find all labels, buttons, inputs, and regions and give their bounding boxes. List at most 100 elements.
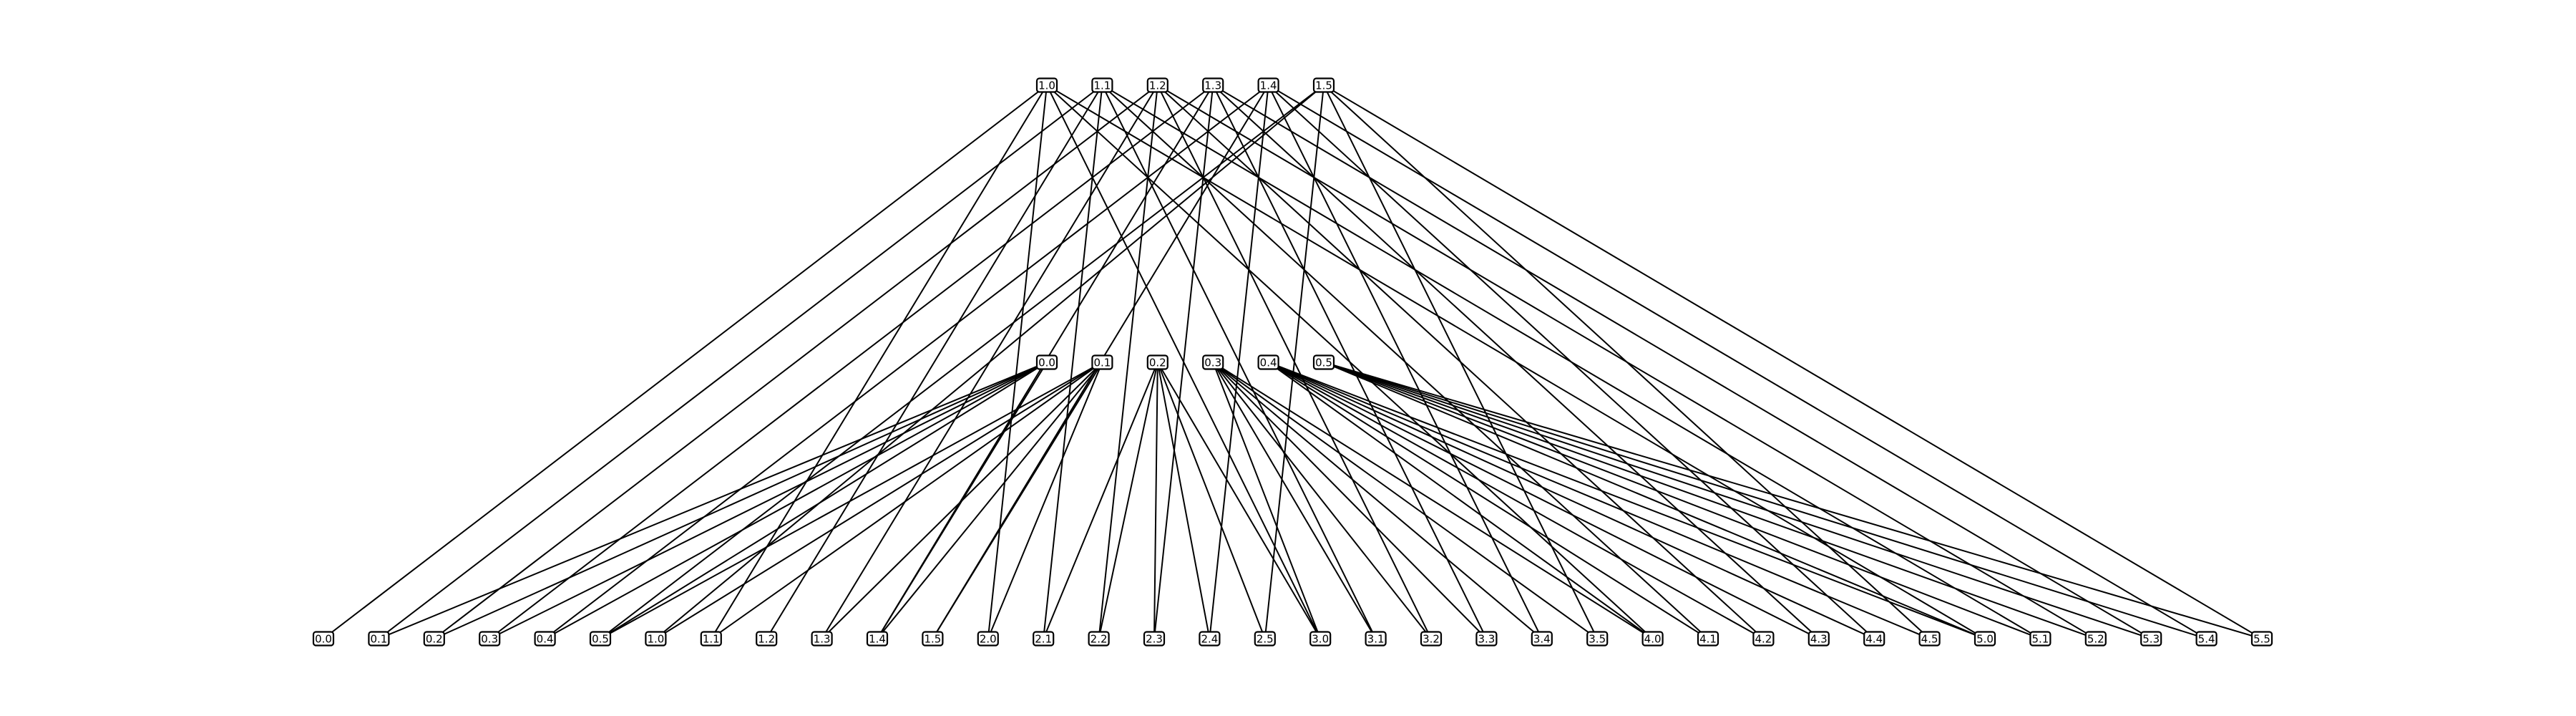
node-bottom: 2.3 bbox=[1143, 631, 1166, 647]
node-box bbox=[1035, 77, 1058, 93]
node-box bbox=[1974, 631, 1996, 647]
node-label: 2.2 bbox=[1091, 633, 1108, 646]
node-label: 1.4 bbox=[1260, 79, 1277, 92]
node-label: 1.5 bbox=[924, 633, 941, 646]
node-box bbox=[1202, 77, 1224, 93]
node-label: 4.5 bbox=[1921, 633, 1938, 646]
node-box bbox=[1091, 77, 1113, 93]
node-group: 1.0 1.1 1.2 1.3 1.4 1.5 0.0 0.1 0.2 0.3 0.4 0.5 0.0 0… bbox=[312, 77, 2273, 647]
node-box bbox=[1918, 631, 1941, 647]
edge bbox=[434, 362, 1048, 639]
node-box bbox=[1312, 77, 1335, 93]
node-bottom: 2.2 bbox=[1088, 631, 1110, 647]
node-bottom: 0.4 bbox=[534, 631, 556, 647]
node-label: 0.2 bbox=[1149, 357, 1166, 369]
node-label: 2.1 bbox=[1035, 633, 1052, 646]
node-label: 0.1 bbox=[1093, 357, 1111, 369]
node-label: 5.0 bbox=[1976, 633, 1994, 646]
node-label: 0.5 bbox=[1315, 357, 1332, 369]
node-bottom: 1.3 bbox=[811, 631, 833, 647]
node-bottom: 4.0 bbox=[1641, 631, 1664, 647]
node-box bbox=[1365, 631, 1387, 647]
node-middle: 0.0 bbox=[1035, 354, 1058, 370]
edge bbox=[1212, 362, 1432, 639]
edge bbox=[711, 362, 1103, 639]
node-label: 4.1 bbox=[1699, 633, 1717, 646]
edge bbox=[1212, 362, 1488, 639]
node-box bbox=[589, 631, 612, 647]
node-bottom: 3.0 bbox=[1309, 631, 1332, 647]
edge bbox=[1268, 362, 1764, 639]
edge bbox=[378, 84, 1103, 639]
node-label: 0.0 bbox=[1038, 357, 1055, 369]
edge bbox=[489, 84, 1214, 639]
node-box bbox=[534, 631, 556, 647]
edge bbox=[544, 84, 1269, 639]
edge bbox=[1323, 362, 2041, 639]
node-top: 1.0 bbox=[1035, 77, 1058, 93]
node-box bbox=[1088, 631, 1110, 647]
node-bottom: 5.1 bbox=[2029, 631, 2051, 647]
edge bbox=[1323, 84, 1931, 639]
node-box bbox=[1143, 631, 1166, 647]
node-box bbox=[479, 631, 501, 647]
node-label: 1.5 bbox=[1315, 79, 1332, 92]
edge bbox=[1323, 362, 2207, 639]
node-bottom: 5.3 bbox=[2140, 631, 2162, 647]
edge bbox=[600, 362, 1103, 639]
edge bbox=[600, 362, 1048, 639]
edge bbox=[1212, 84, 2152, 639]
edge bbox=[434, 84, 1158, 639]
node-label: 0.4 bbox=[1260, 357, 1277, 369]
node-box bbox=[1146, 354, 1169, 370]
node-top: 1.5 bbox=[1312, 77, 1335, 93]
node-box bbox=[1312, 354, 1335, 370]
node-box bbox=[1475, 631, 1498, 647]
edge bbox=[489, 362, 1048, 639]
node-label: 5.3 bbox=[2142, 633, 2160, 646]
node-label: 0.5 bbox=[592, 633, 609, 646]
node-bottom: 0.2 bbox=[423, 631, 445, 647]
node-bottom: 0.5 bbox=[589, 631, 612, 647]
node-label: 1.4 bbox=[869, 633, 886, 646]
edge bbox=[1323, 362, 2152, 639]
node-label: 4.0 bbox=[1644, 633, 1662, 646]
node-label: 0.4 bbox=[537, 633, 554, 646]
edge bbox=[655, 362, 1103, 639]
node-label: 0.3 bbox=[481, 633, 498, 646]
node-box bbox=[1033, 631, 1055, 647]
node-box bbox=[756, 631, 778, 647]
node-bottom: 4.3 bbox=[1807, 631, 1830, 647]
node-label: 1.2 bbox=[758, 633, 775, 646]
node-box bbox=[1309, 631, 1332, 647]
node-label: 3.2 bbox=[1423, 633, 1440, 646]
node-middle: 0.3 bbox=[1202, 354, 1224, 370]
node-box bbox=[1531, 631, 1553, 647]
node-box bbox=[368, 631, 390, 647]
edge bbox=[1323, 362, 2263, 639]
edge bbox=[1268, 84, 2207, 639]
node-bottom: 0.0 bbox=[312, 631, 335, 647]
node-label: 0.2 bbox=[426, 633, 443, 646]
node-box bbox=[1199, 631, 1221, 647]
node-box bbox=[1254, 631, 1276, 647]
node-box bbox=[1641, 631, 1664, 647]
node-label: 5.5 bbox=[2253, 633, 2270, 646]
node-bottom: 2.4 bbox=[1199, 631, 1221, 647]
edge bbox=[545, 362, 1048, 639]
node-bottom: 2.5 bbox=[1254, 631, 1276, 647]
node-label: 1.1 bbox=[1093, 79, 1111, 92]
node-bottom: 5.5 bbox=[2250, 631, 2273, 647]
node-bottom: 1.2 bbox=[756, 631, 778, 647]
node-label: 0.0 bbox=[315, 633, 332, 646]
node-box bbox=[1257, 354, 1279, 370]
node-bottom: 4.4 bbox=[1863, 631, 1885, 647]
edge bbox=[1323, 84, 2263, 639]
edge bbox=[379, 362, 1048, 639]
edge bbox=[1212, 362, 1598, 639]
node-label: 2.0 bbox=[980, 633, 997, 646]
node-box bbox=[2195, 631, 2218, 647]
node-box bbox=[1863, 631, 1885, 647]
edge bbox=[323, 84, 1048, 639]
